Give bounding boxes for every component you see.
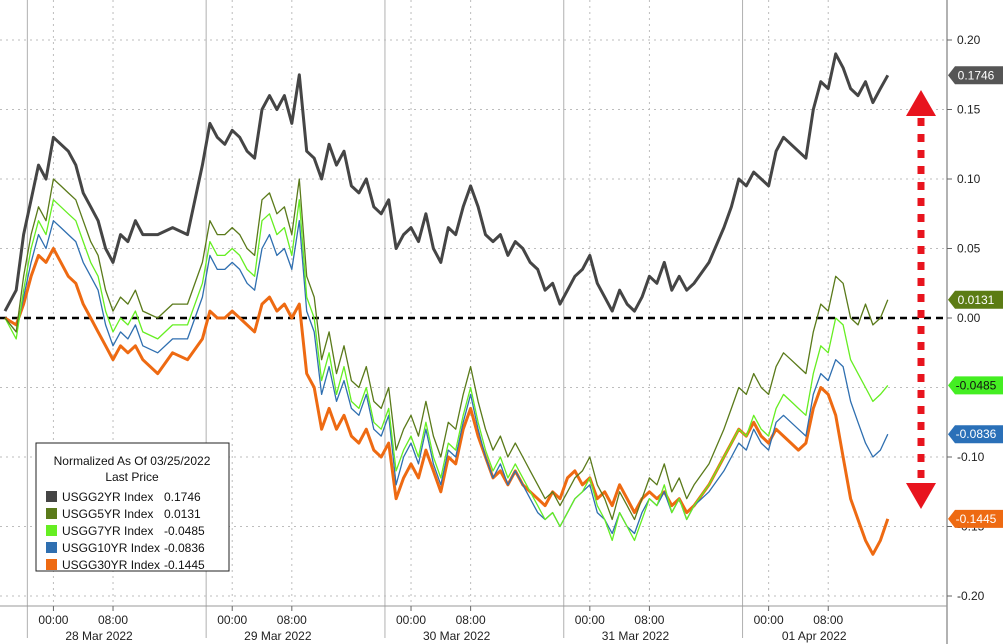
last-value-tag-bg-usgg30yr [948, 509, 1003, 528]
legend-items: USGG2YR Index 0.1746 USGG5YR Index 0.0131 US… [46, 490, 205, 572]
day-label-2: 30 Mar 2022 [423, 629, 491, 643]
y-tick-label-4: 0.00 [957, 311, 981, 325]
x-tick-label-9: 08:00 [813, 613, 843, 627]
last-value-tag-text-usgg10yr: -0.0836 [956, 427, 997, 441]
x-tick-label-2: 00:00 [217, 613, 247, 627]
day-label-4: 01 Apr 2022 [782, 629, 847, 643]
legend-swatch-usgg30yr [46, 559, 57, 570]
series-line-usgg7yr [4, 199, 889, 542]
legend-value-usgg5yr: 0.0131 [164, 507, 201, 521]
series-lines [3, 52, 890, 556]
last-value-tag-bg-usgg5yr [948, 290, 1003, 309]
series-line-usgg30yr [4, 247, 890, 556]
legend-label-usgg30yr: USGG30YR Index [62, 558, 160, 572]
last-value-tag-usgg30yr: -0.1445 [948, 509, 1003, 528]
series-line-usgg5yr [4, 178, 889, 521]
last-value-tag-usgg7yr: -0.0485 [948, 376, 1003, 395]
y-tick-label-2: 0.10 [957, 172, 981, 186]
x-tick-label-7: 08:00 [634, 613, 664, 627]
x-tick-label-5: 08:00 [456, 613, 486, 627]
legend-label-usgg5yr: USGG5YR Index [62, 507, 153, 521]
y-tick-label-0: 0.20 [957, 33, 981, 47]
legend-value-usgg2yr: 0.1746 [164, 490, 201, 504]
y-tick-label-1: 0.15 [957, 103, 981, 117]
last-value-tag-text-usgg5yr: 0.0131 [958, 293, 995, 307]
x-axis: 00:00 08:00 00:00 08:00 00:00 08:00 00:00 08:00… [38, 606, 847, 643]
legend-swatch-usgg5yr [46, 508, 57, 519]
day-label-1: 29 Mar 2022 [244, 629, 312, 643]
y-tick-label-3: 0.05 [957, 242, 981, 256]
range-arrow-head-down [906, 483, 936, 509]
last-value-tag-usgg10yr: -0.0836 [948, 425, 1003, 444]
last-value-tag-bg-usgg10yr [948, 425, 1003, 444]
last-value-tag-usgg2yr: 0.1746 [948, 66, 1003, 85]
x-tick-label-6: 00:00 [575, 613, 605, 627]
last-value-tag-text-usgg30yr: -0.1445 [956, 512, 997, 526]
legend-value-usgg7yr: -0.0485 [164, 524, 205, 538]
series-line-usgg2yr [3, 52, 890, 313]
legend-swatch-usgg2yr [46, 491, 57, 502]
series-line-usgg10yr [4, 220, 889, 535]
x-tick-label-8: 00:00 [754, 613, 784, 627]
last-value-tag-bg-usgg2yr [948, 66, 1003, 85]
legend-value-usgg10yr: -0.0836 [164, 541, 205, 555]
range-arrow-head-up [906, 90, 936, 116]
legend-label-usgg2yr: USGG2YR Index [62, 490, 153, 504]
x-tick-label-4: 00:00 [396, 613, 426, 627]
last-value-tag-text-usgg7yr: -0.0485 [956, 378, 997, 392]
legend-box [35, 442, 230, 572]
legend-swatch-usgg10yr [46, 542, 57, 553]
legend-value-usgg30yr: -0.1445 [164, 558, 205, 572]
legend-label-usgg7yr: USGG7YR Index [62, 524, 153, 538]
day-label-3: 31 Mar 2022 [602, 629, 670, 643]
legend-subtitle: Last Price [105, 470, 159, 484]
x-tick-label-1: 08:00 [98, 613, 128, 627]
last-value-tag-text-usgg2yr: 0.1746 [958, 68, 995, 82]
last-value-tag-usgg5yr: 0.0131 [948, 290, 1003, 309]
last-value-tags: 0.1746 0.0131 -0.0485 -0.0836 -0.1445 [948, 66, 1003, 528]
legend-label-usgg10yr: USGG10YR Index [62, 541, 160, 555]
legend-swatch-usgg7yr [46, 525, 57, 536]
day-label-0: 28 Mar 2022 [65, 629, 133, 643]
y-tick-label-7: -0.20 [957, 589, 985, 603]
last-value-tag-bg-usgg7yr [948, 376, 1003, 395]
x-tick-label-3: 08:00 [277, 613, 307, 627]
range-arrow-annotation [906, 90, 936, 509]
x-tick-label-0: 00:00 [38, 613, 68, 627]
legend: Normalized As Of 03/25/2022 Last Price U… [35, 442, 230, 572]
y-tick-label-5: -0.10 [957, 450, 985, 464]
legend-title: Normalized As Of 03/25/2022 [54, 454, 211, 468]
